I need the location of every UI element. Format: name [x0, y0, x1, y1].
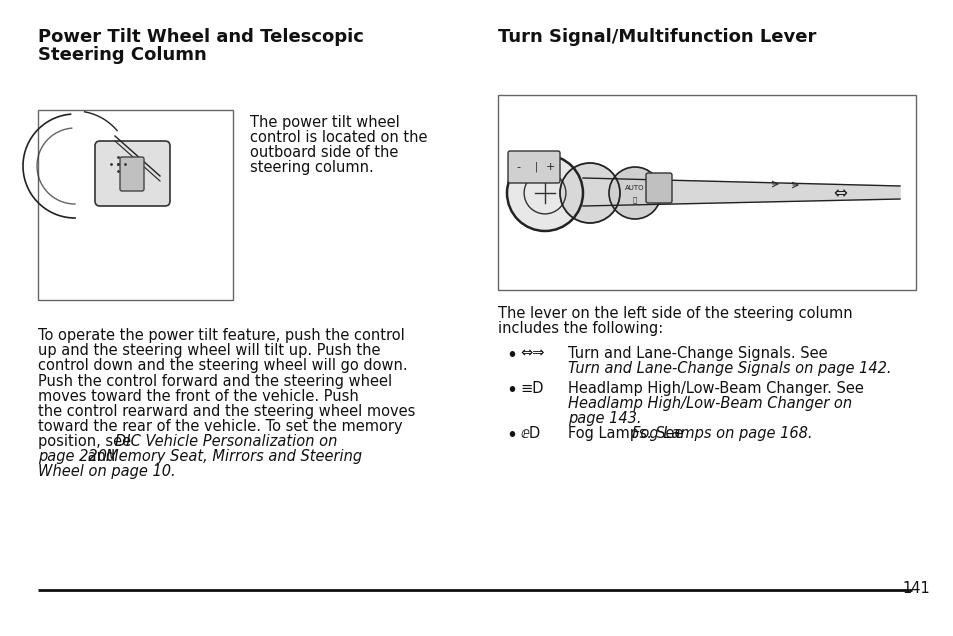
Text: includes the following:: includes the following:: [497, 321, 662, 336]
Text: ⇔⇒: ⇔⇒: [519, 346, 544, 361]
Text: The power tilt wheel: The power tilt wheel: [250, 115, 399, 130]
FancyBboxPatch shape: [645, 173, 671, 203]
Text: Turn and Lane-Change Signals on page 142.: Turn and Lane-Change Signals on page 142…: [567, 361, 890, 376]
Text: Fog Lamps on page 168.: Fog Lamps on page 168.: [631, 426, 812, 441]
Text: |: |: [534, 162, 537, 172]
FancyBboxPatch shape: [120, 157, 144, 191]
Text: position, see: position, see: [38, 434, 135, 449]
Text: and: and: [83, 449, 120, 464]
Text: +: +: [545, 162, 554, 172]
FancyBboxPatch shape: [38, 110, 233, 300]
Text: DIC Vehicle Personalization on: DIC Vehicle Personalization on: [115, 434, 337, 449]
Text: Wheel on page 10.: Wheel on page 10.: [38, 464, 175, 479]
Text: •: •: [505, 346, 517, 365]
Text: control is located on the: control is located on the: [250, 130, 427, 145]
Text: •: •: [505, 426, 517, 445]
Text: steering column.: steering column.: [250, 160, 374, 175]
Text: Turn and Lane-Change Signals. See: Turn and Lane-Change Signals. See: [567, 346, 827, 361]
Text: ⅇD: ⅇD: [519, 426, 539, 441]
Text: page 220: page 220: [38, 449, 107, 464]
Text: toward the rear of the vehicle. To set the memory: toward the rear of the vehicle. To set t…: [38, 419, 402, 434]
Text: •: •: [505, 381, 517, 400]
Text: page 143.: page 143.: [567, 411, 640, 426]
Circle shape: [559, 163, 619, 223]
Text: control down and the steering wheel will go down.: control down and the steering wheel will…: [38, 358, 407, 373]
Text: ✦: ✦: [541, 155, 548, 165]
Text: Push the control forward and the steering wheel: Push the control forward and the steerin…: [38, 374, 392, 389]
Text: The lever on the left side of the steering column: The lever on the left side of the steeri…: [497, 306, 852, 321]
Circle shape: [506, 155, 582, 231]
Text: outboard side of the: outboard side of the: [250, 145, 398, 160]
Text: Steering Column: Steering Column: [38, 46, 207, 64]
Text: ⇔: ⇔: [832, 184, 846, 202]
Text: ᗒ: ᗒ: [632, 197, 637, 204]
Text: Headlamp High/Low-Beam Changer. See: Headlamp High/Low-Beam Changer. See: [567, 381, 863, 396]
Text: Fog Lamps. See: Fog Lamps. See: [567, 426, 687, 441]
Text: up and the steering wheel will tilt up. Push the: up and the steering wheel will tilt up. …: [38, 343, 380, 358]
FancyBboxPatch shape: [497, 95, 915, 290]
Text: 141: 141: [902, 581, 929, 596]
Text: moves toward the front of the vehicle. Push: moves toward the front of the vehicle. P…: [38, 389, 358, 404]
Text: AUTO: AUTO: [624, 185, 644, 191]
Text: Memory Seat, Mirrors and Steering: Memory Seat, Mirrors and Steering: [106, 449, 362, 464]
Text: To operate the power tilt feature, push the control: To operate the power tilt feature, push …: [38, 328, 404, 343]
Text: the control rearward and the steering wheel moves: the control rearward and the steering wh…: [38, 404, 415, 419]
Text: Headlamp High/Low-Beam Changer on: Headlamp High/Low-Beam Changer on: [567, 396, 851, 411]
Polygon shape: [582, 178, 899, 206]
Text: Power Tilt Wheel and Telescopic: Power Tilt Wheel and Telescopic: [38, 28, 363, 46]
Text: ≡D: ≡D: [519, 381, 543, 396]
Text: -: -: [516, 162, 519, 172]
FancyBboxPatch shape: [95, 141, 170, 206]
Circle shape: [608, 167, 660, 219]
FancyBboxPatch shape: [507, 151, 559, 183]
Text: Turn Signal/Multifunction Lever: Turn Signal/Multifunction Lever: [497, 28, 816, 46]
